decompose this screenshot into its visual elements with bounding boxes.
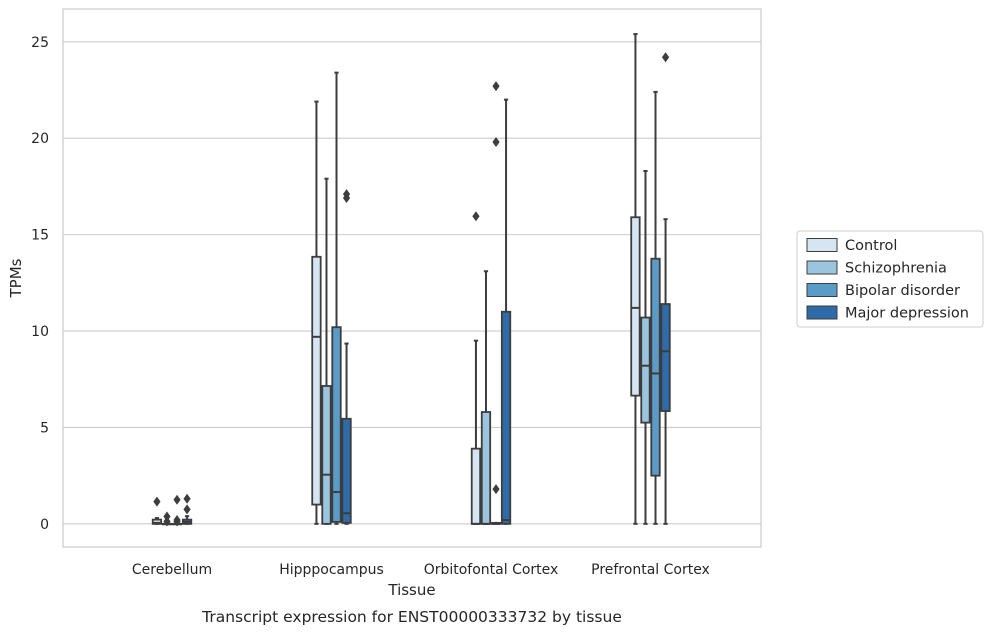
outlier-point — [163, 516, 171, 527]
legend-swatch — [806, 238, 838, 252]
plot-area-frame — [62, 8, 762, 548]
box-schizophrenia — [640, 169, 651, 525]
outlier-point — [153, 496, 161, 507]
legend: Control Schizophrenia Bipolar disorder Majo… — [796, 230, 984, 328]
outlier-point — [661, 52, 670, 63]
y-tick-label: 15 — [31, 228, 49, 244]
outlier-point — [173, 494, 181, 505]
box-control — [151, 496, 163, 525]
outlier-point — [342, 189, 351, 200]
box-major-depression — [500, 98, 512, 525]
outlier-point — [183, 504, 191, 515]
iqr-box — [470, 447, 482, 525]
legend-swatch — [806, 305, 838, 320]
iqr-box — [331, 326, 342, 523]
box-schizophrenia — [321, 177, 332, 525]
outlier-point — [183, 493, 191, 504]
legend-label: Major depression — [845, 306, 969, 322]
box-major-depression — [341, 189, 352, 525]
box-control — [630, 33, 641, 525]
x-tick-label: Hipppocampus — [279, 562, 384, 578]
box-bipolar-disorder — [650, 90, 661, 525]
y-tick-label: 25 — [31, 35, 49, 51]
y-tick-label: 10 — [31, 324, 49, 340]
box-control — [311, 100, 322, 525]
box-schizophrenia — [161, 511, 173, 527]
y-tick-label: 5 — [40, 420, 49, 436]
box-bipolar-disorder — [171, 494, 183, 527]
y-tick-label: 20 — [31, 131, 49, 147]
outlier-point — [492, 137, 500, 148]
outlier-point — [492, 484, 500, 495]
box-schizophrenia — [480, 270, 492, 525]
outlier-point — [173, 516, 181, 527]
box-major-depression — [660, 52, 671, 525]
iqr-box — [660, 303, 671, 412]
outlier-point — [492, 81, 500, 92]
chart-caption: Transcript expression for ENST0000033373… — [201, 608, 622, 626]
iqr-box — [630, 216, 641, 397]
x-tick-label: Orbitofontal Cortex — [424, 562, 559, 578]
legend-swatch — [806, 260, 838, 275]
y-axis-label: TPMs — [7, 258, 25, 298]
y-axis-ticks: 0 5 10 15 20 25 — [31, 35, 49, 533]
y-tick-label: 0 — [40, 517, 49, 533]
box-series — [151, 33, 671, 527]
iqr-box — [650, 257, 661, 477]
legend-label: Control — [845, 238, 897, 254]
box-bipolar-disorder — [490, 81, 502, 525]
iqr-box — [500, 310, 512, 525]
x-axis-label: Tissue — [387, 581, 435, 599]
legend-label: Schizophrenia — [845, 261, 947, 277]
legend-label: Bipolar disorder — [845, 283, 960, 299]
iqr-box — [640, 316, 651, 424]
iqr-box — [311, 255, 322, 506]
x-axis-ticks: Cerebellum Hipppocampus Orbitofontal Corte… — [132, 562, 710, 578]
legend-swatch — [806, 283, 838, 297]
box-control — [470, 211, 482, 525]
iqr-box — [321, 385, 332, 525]
iqr-box — [341, 417, 352, 524]
box-bipolar-disorder — [331, 71, 342, 525]
iqr-box — [480, 411, 492, 525]
x-tick-label: Prefrontal Cortex — [591, 562, 710, 578]
outlier-point — [163, 511, 171, 522]
outlier-point — [472, 211, 480, 222]
box-major-depression — [181, 493, 193, 525]
x-tick-label: Cerebellum — [132, 562, 212, 578]
legend-frame — [796, 230, 984, 328]
